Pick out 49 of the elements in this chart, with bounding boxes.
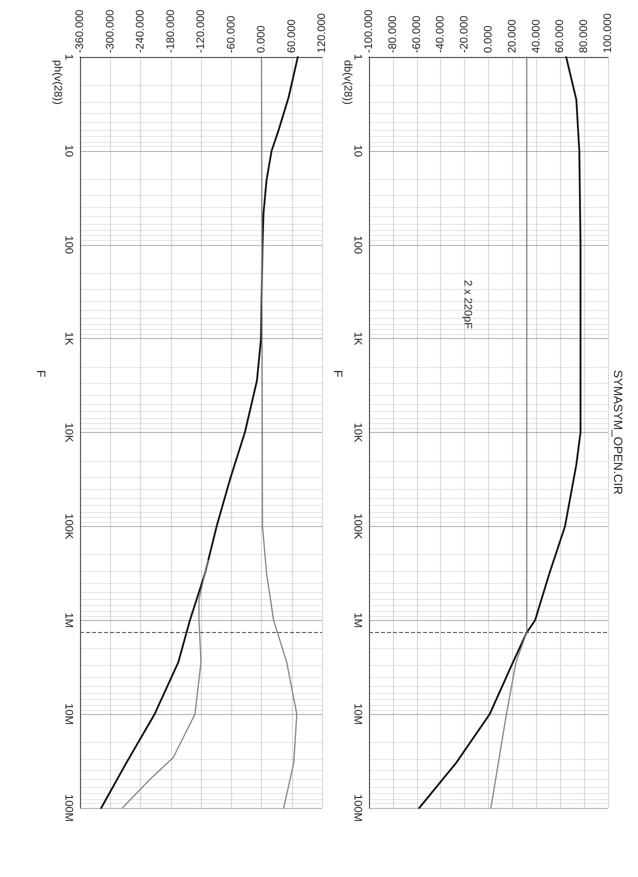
x-tick-label: -80.000 xyxy=(386,16,399,53)
x-tick-label: -100.000 xyxy=(363,10,375,53)
x-tick-label: -60.000 xyxy=(225,16,238,53)
y-tick-label: 10K xyxy=(62,422,74,443)
y-tick-label: 100K xyxy=(62,514,74,540)
y-axis-title: F xyxy=(34,370,48,378)
text: SYMASYM_OPEN.CIR xyxy=(611,370,625,496)
y-tick-label: 10M xyxy=(352,703,364,725)
y-tick-label: 1 xyxy=(62,54,74,60)
x-tick-label: 20.000 xyxy=(506,19,518,53)
y-tick-label: 100M xyxy=(352,794,364,822)
y-tick-label: 100 xyxy=(62,236,74,254)
x-tick-label: -60.000 xyxy=(410,16,423,53)
x-tick-label: 60.000 xyxy=(286,19,298,53)
y-tick-label: 10K xyxy=(352,422,364,443)
y-tick-label: 1K xyxy=(62,332,74,346)
line-series xyxy=(260,56,298,809)
x-tick-label: -120.000 xyxy=(195,10,207,53)
x-tick-label: -180.000 xyxy=(164,10,177,53)
x-tick-label: -240.000 xyxy=(134,10,146,53)
y-axis-title: F xyxy=(331,370,345,378)
x-tick-label: -300.000 xyxy=(104,10,116,53)
y-tick-label: 10M xyxy=(62,703,74,725)
line-series xyxy=(490,56,528,809)
y-tick-label: 100K xyxy=(352,514,364,540)
y-tick-label: 1M xyxy=(62,612,74,628)
x-tick-label: 100.000 xyxy=(602,13,614,53)
y-tick-label: 1K xyxy=(352,332,364,346)
x-tick-label: -20.000 xyxy=(458,16,471,53)
line-series xyxy=(122,560,209,809)
x-tick-label: 60.000 xyxy=(554,19,566,53)
text: db(v(28)) xyxy=(342,60,354,105)
y-tick-label: 10 xyxy=(352,144,364,157)
x-tick-label: 0.000 xyxy=(482,25,494,53)
text: ph(v(28)) xyxy=(52,60,64,105)
y-tick-label: 100M xyxy=(62,794,74,822)
x-tick-label: 80.000 xyxy=(578,19,590,53)
annotation: 2 x 220pF xyxy=(462,280,474,330)
y-tick-label: 1 xyxy=(352,54,364,60)
x-tick-label: 120.000 xyxy=(316,13,328,53)
line-series xyxy=(100,56,299,809)
x-tick-label: 0.000 xyxy=(256,25,268,53)
line-series xyxy=(418,56,582,809)
x-tick-label: 40.000 xyxy=(530,19,542,53)
y-tick-label: 1M xyxy=(352,612,364,628)
y-tick-label: 10 xyxy=(62,144,74,157)
x-tick-label: -40.000 xyxy=(434,16,447,53)
x-tick-label: -360.000 xyxy=(74,10,86,53)
y-tick-label: 100 xyxy=(352,236,364,254)
